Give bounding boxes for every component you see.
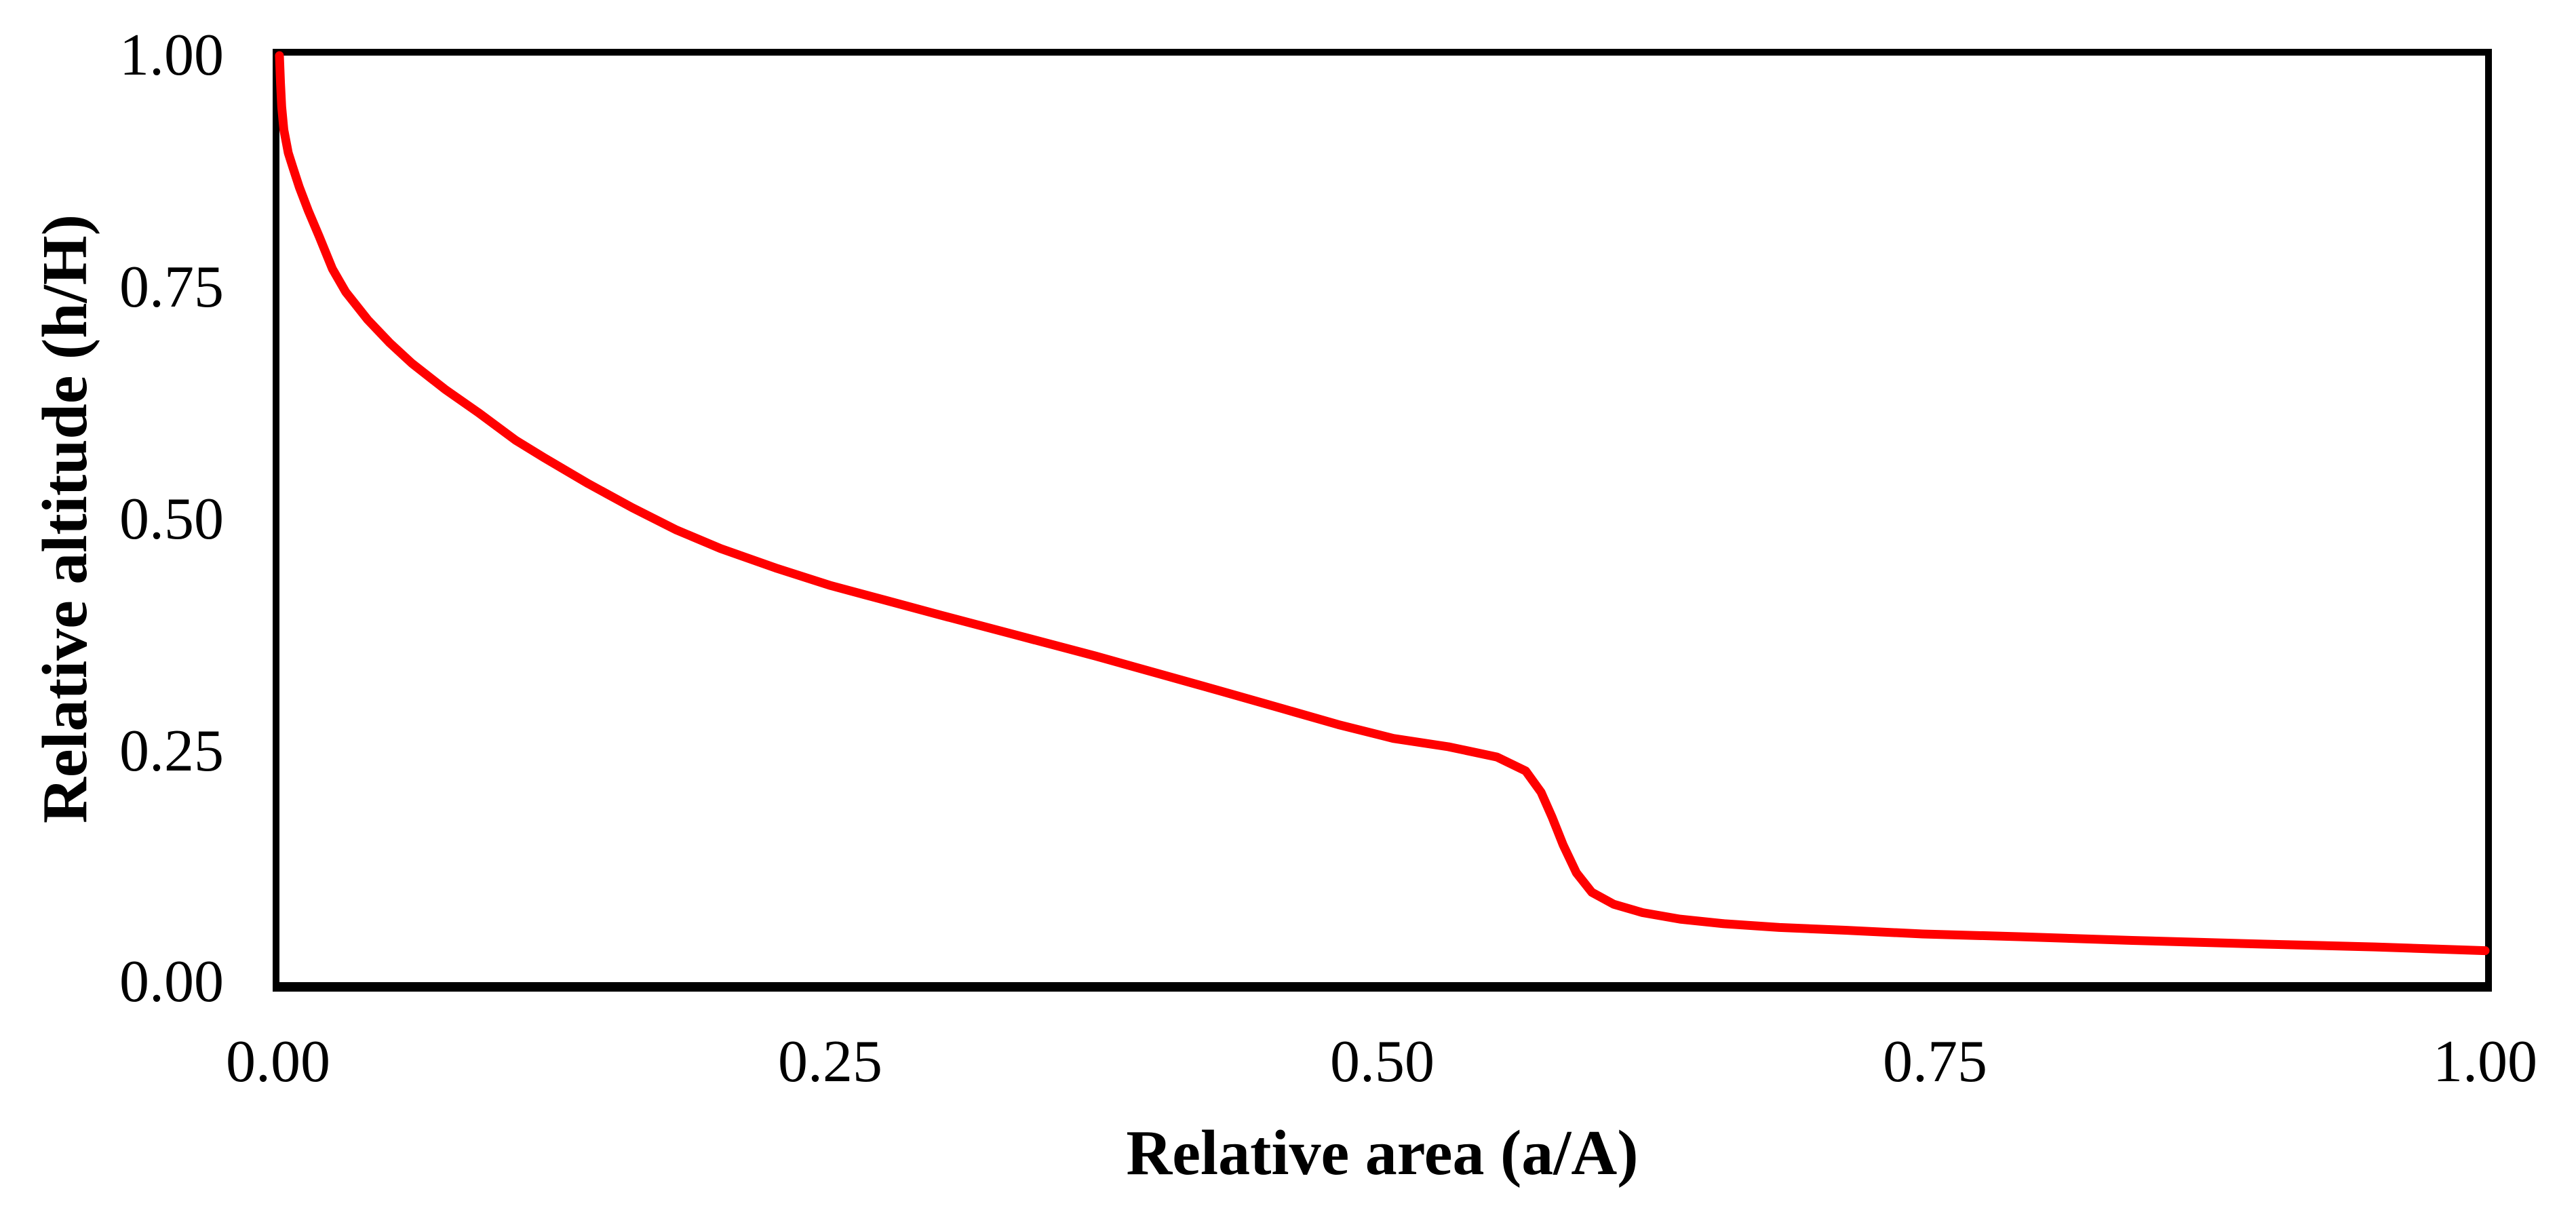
- x-tick-label-1.00: 1.00: [2433, 1029, 2537, 1095]
- y-tick-label-0.00: 0.00: [119, 949, 224, 1015]
- y-tick-label-1.00: 1.00: [119, 22, 224, 88]
- y-tick-label-0.75: 0.75: [119, 254, 224, 320]
- x-axis-title: Relative area (a/A): [1126, 1118, 1639, 1188]
- x-tick-label-0.50: 0.50: [1330, 1029, 1435, 1095]
- y-tick-label-0.25: 0.25: [119, 718, 224, 784]
- x-tick-label-0.25: 0.25: [778, 1029, 882, 1095]
- y-axis-title: Relative altitude (h/H): [30, 214, 100, 824]
- x-tick-label-0.00: 0.00: [226, 1029, 330, 1095]
- x-tick-label-0.75: 0.75: [1883, 1029, 1987, 1095]
- y-tick-label-0.50: 0.50: [119, 486, 224, 552]
- curve-svg: [275, 51, 2490, 956]
- plot-area-frame: [273, 49, 2492, 992]
- hypsometric-curve-line: [275, 51, 2490, 956]
